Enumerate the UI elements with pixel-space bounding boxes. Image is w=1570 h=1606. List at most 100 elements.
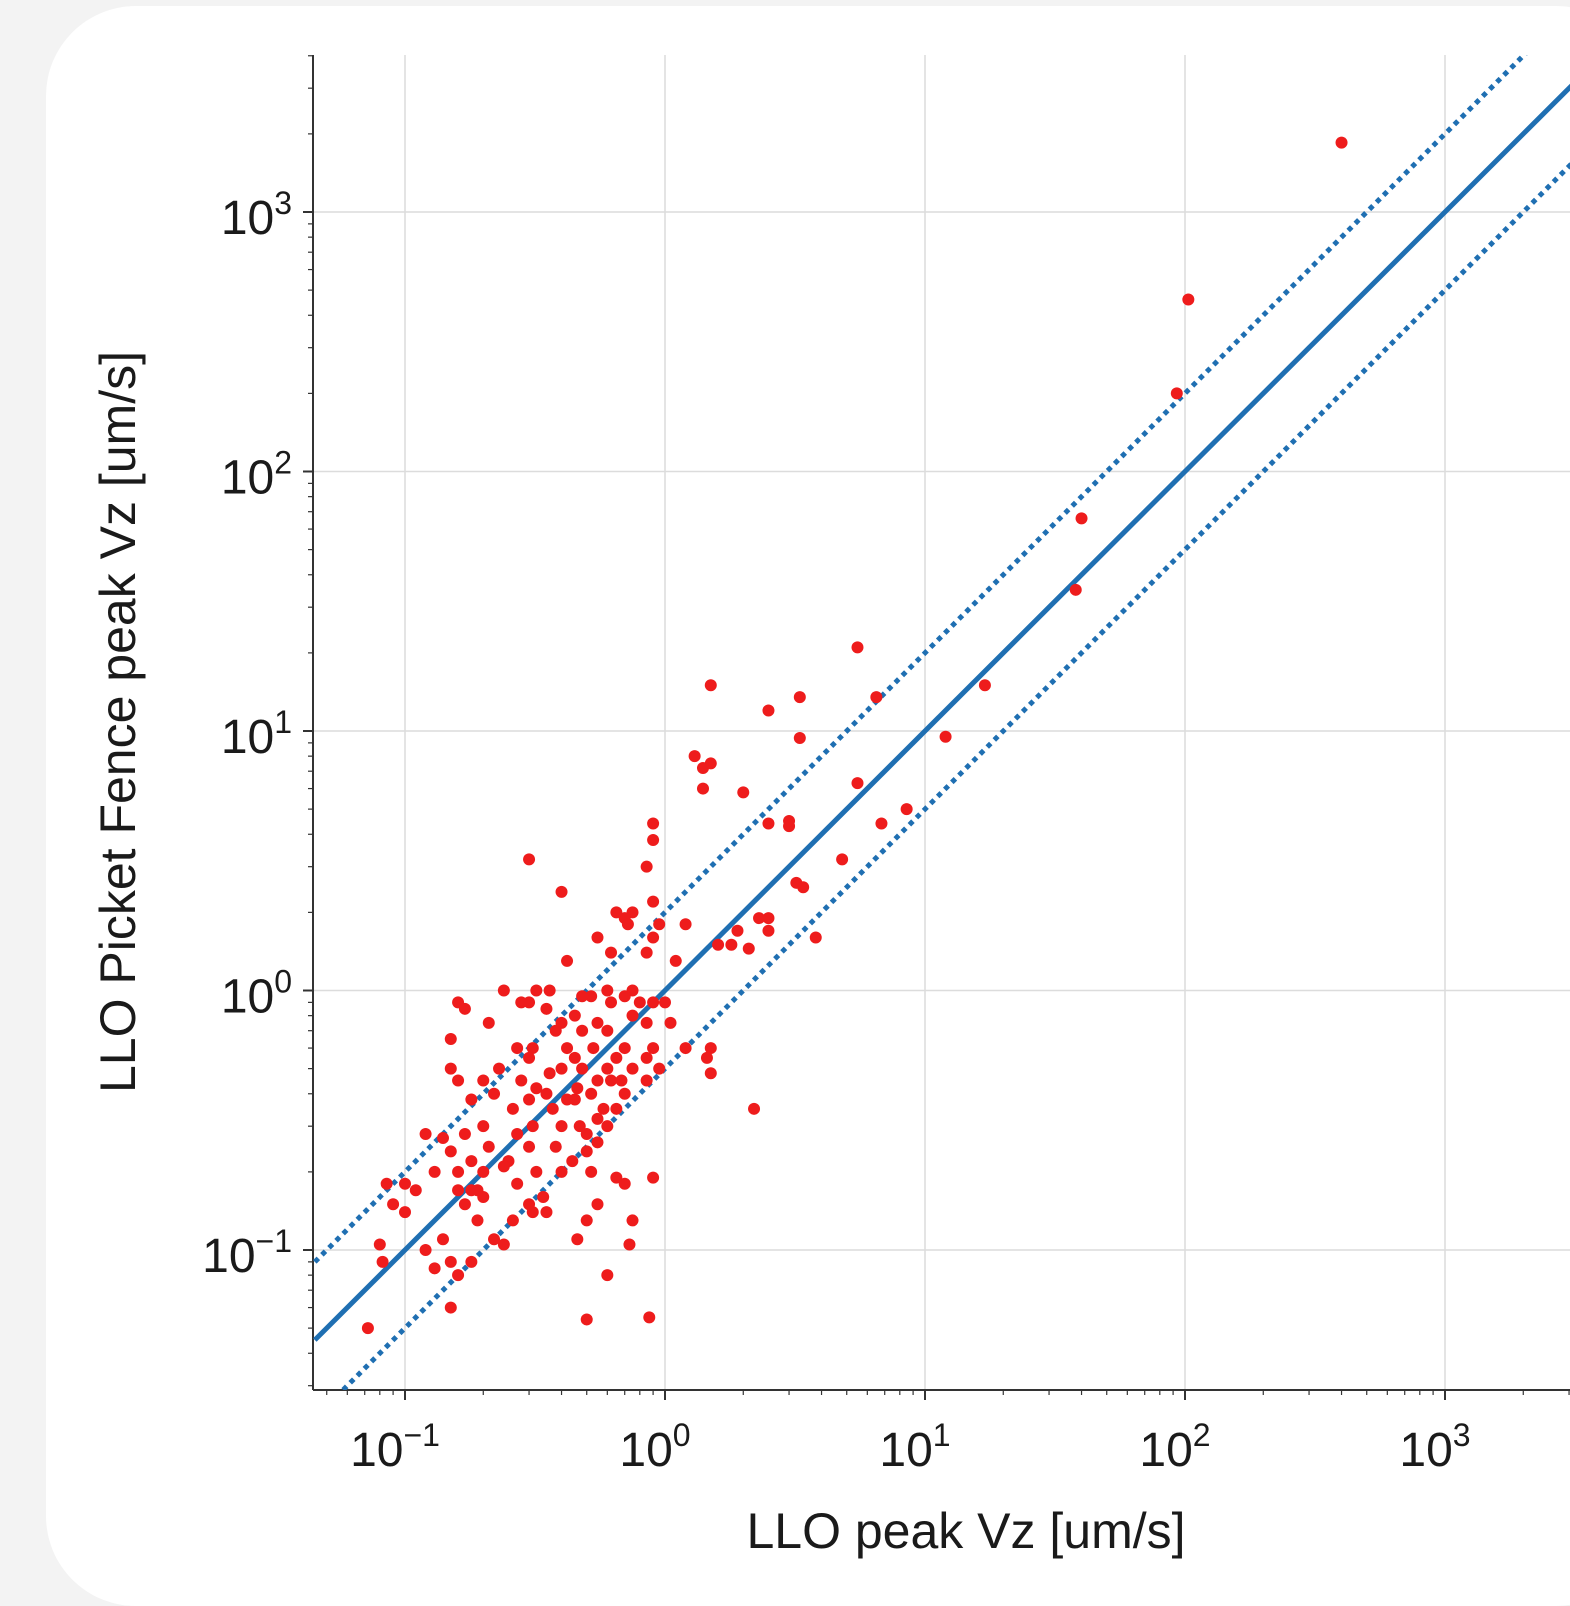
data-point xyxy=(618,1177,631,1190)
data-point xyxy=(647,1171,660,1184)
data-point xyxy=(618,990,631,1003)
data-point xyxy=(626,1062,639,1075)
data-point xyxy=(585,1087,598,1100)
data-point xyxy=(783,820,796,833)
data-point xyxy=(601,1120,614,1133)
data-point xyxy=(731,924,744,937)
data-point xyxy=(633,996,646,1009)
data-point xyxy=(568,1009,581,1022)
data-point xyxy=(737,786,750,799)
data-point xyxy=(566,1155,579,1168)
data-point xyxy=(623,1238,636,1251)
data-point xyxy=(605,946,618,959)
data-point xyxy=(618,1087,631,1100)
data-point xyxy=(540,1087,553,1100)
data-point xyxy=(870,691,883,704)
data-point xyxy=(640,1074,653,1087)
data-point xyxy=(591,1198,604,1211)
data-point xyxy=(549,1140,562,1153)
data-point xyxy=(591,1074,604,1087)
data-point xyxy=(1170,387,1183,400)
data-point xyxy=(576,1062,589,1075)
data-point xyxy=(978,679,991,692)
data-point xyxy=(568,1051,581,1064)
data-point xyxy=(482,1016,495,1029)
data-point xyxy=(546,1102,559,1115)
data-point xyxy=(605,996,618,1009)
data-point xyxy=(511,1127,524,1140)
data-points xyxy=(361,136,1348,1335)
data-point xyxy=(540,1002,553,1015)
data-point xyxy=(452,1184,465,1197)
data-point xyxy=(571,1082,584,1095)
data-point xyxy=(515,996,528,1009)
data-point xyxy=(653,918,666,931)
data-point xyxy=(561,1042,574,1055)
data-point xyxy=(452,1165,465,1178)
data-point xyxy=(836,853,849,866)
data-point xyxy=(523,1051,536,1064)
data-point xyxy=(576,990,589,1003)
data-point xyxy=(610,906,623,919)
data-point xyxy=(571,1233,584,1246)
data-point xyxy=(809,931,822,944)
data-point xyxy=(515,1074,528,1087)
data-point xyxy=(573,1120,586,1133)
data-point xyxy=(748,1102,761,1115)
data-point xyxy=(615,1074,628,1087)
data-point xyxy=(436,1233,449,1246)
data-point xyxy=(555,1120,568,1133)
factor-bound-line xyxy=(313,55,1528,1264)
data-point xyxy=(618,1042,631,1055)
data-point xyxy=(537,1191,550,1204)
data-point xyxy=(561,954,574,967)
data-point xyxy=(497,1160,510,1173)
data-point xyxy=(793,731,806,744)
data-point xyxy=(465,1184,478,1197)
data-point xyxy=(601,984,614,997)
data-point xyxy=(704,679,717,692)
data-point xyxy=(488,1087,501,1100)
factor-bound-line xyxy=(339,161,1570,1390)
data-point xyxy=(793,691,806,704)
data-point xyxy=(762,912,775,925)
data-point xyxy=(605,1074,618,1087)
data-point xyxy=(465,1093,478,1106)
data-point xyxy=(580,1127,593,1140)
data-point xyxy=(647,996,660,1009)
data-point xyxy=(444,1033,457,1046)
data-point xyxy=(419,1127,432,1140)
data-point xyxy=(523,853,536,866)
data-point xyxy=(530,1082,543,1095)
data-point xyxy=(523,1093,536,1106)
y-tick-label: 100 xyxy=(221,964,292,1024)
data-point xyxy=(601,1269,614,1282)
y-tick-label: 102 xyxy=(221,445,292,505)
data-point xyxy=(471,1214,484,1227)
data-point xyxy=(436,1132,449,1145)
data-point xyxy=(679,918,692,931)
data-point xyxy=(621,918,634,931)
data-point xyxy=(647,931,660,944)
data-point xyxy=(555,1165,568,1178)
identity-line xyxy=(313,83,1570,1342)
data-point xyxy=(523,1140,536,1153)
x-tick-label: 103 xyxy=(1399,1417,1470,1477)
data-point xyxy=(591,1112,604,1125)
data-point xyxy=(626,1009,639,1022)
data-point xyxy=(580,1145,593,1158)
data-point xyxy=(591,931,604,944)
y-tick-label: 10−1 xyxy=(202,1223,292,1283)
data-point xyxy=(428,1165,441,1178)
data-point xyxy=(452,1269,465,1282)
data-point xyxy=(851,777,864,790)
data-point xyxy=(540,1206,553,1219)
data-point xyxy=(712,938,725,951)
data-point xyxy=(647,834,660,847)
data-point xyxy=(543,1067,556,1080)
data-point xyxy=(409,1184,422,1197)
data-point xyxy=(647,895,660,908)
tick-labels: 10−1 100 101 102 103 10−1 100 101 102 103 xyxy=(202,185,1470,1477)
data-point xyxy=(640,1016,653,1029)
data-point xyxy=(482,1140,495,1153)
